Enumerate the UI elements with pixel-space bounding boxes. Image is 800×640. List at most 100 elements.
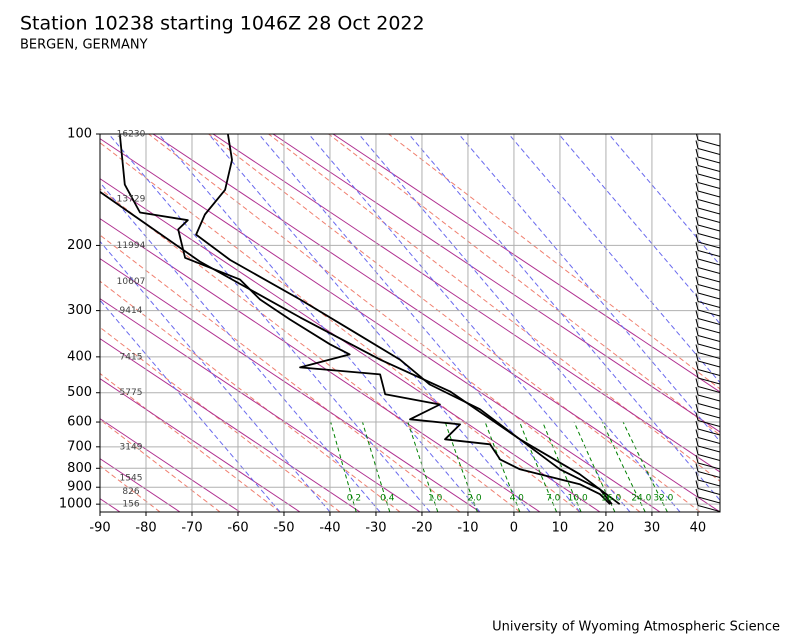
dry-adiabat — [268, 134, 720, 482]
height-label: 9414 — [120, 306, 143, 316]
isotherm-skew — [0, 134, 60, 512]
wind-barb — [697, 352, 720, 359]
mixing-ratio-label: 7.0 — [546, 494, 561, 504]
dry-adiabat — [328, 134, 720, 436]
wind-barb — [697, 207, 720, 215]
moist-adiabat — [258, 134, 581, 512]
dry-adiabat — [100, 142, 581, 512]
y-tick-label: 1000 — [59, 497, 92, 512]
mixing-ratio-label: 1.0 — [428, 494, 443, 504]
wind-barb-feather — [695, 369, 699, 379]
wind-barb-feather — [695, 437, 699, 447]
isotherm-skew — [152, 134, 720, 512]
dry-adiabat — [0, 134, 40, 512]
y-tick-label: 900 — [67, 480, 92, 495]
height-label: 3149 — [120, 442, 143, 452]
wind-barb — [697, 156, 720, 164]
wind-barb-feather — [695, 233, 699, 243]
wind-barb-feather — [695, 403, 699, 413]
wind-barb — [697, 369, 720, 376]
x-tick-label: -50 — [273, 521, 294, 536]
y-tick-label: 300 — [67, 303, 92, 318]
wind-barb-feather — [695, 335, 699, 345]
wind-barb — [697, 479, 720, 487]
wind-barb — [697, 428, 720, 436]
isotherm-skew — [100, 338, 361, 512]
wind-barb — [697, 411, 720, 419]
wind-barb — [697, 275, 720, 283]
wind-barb-feather — [695, 134, 699, 141]
wind-barb-feather — [695, 412, 699, 421]
moist-adiabat — [100, 240, 331, 512]
wind-barb-feather — [695, 310, 699, 319]
dry-adiabat — [148, 134, 641, 512]
mixing-ratio-line — [330, 421, 357, 512]
wind-barb-feather — [695, 488, 699, 498]
y-tick-label: 600 — [67, 415, 92, 430]
mixing-ratio-line — [542, 421, 582, 512]
profile-line — [100, 191, 621, 505]
wind-barb-feather — [695, 267, 699, 277]
moist-adiabat — [408, 134, 720, 502]
profile-line — [195, 134, 613, 505]
isotherm-skew — [100, 298, 421, 512]
wind-barb-feather — [695, 242, 699, 251]
wind-barb — [697, 309, 720, 317]
wind-barb — [697, 471, 720, 478]
wind-barb — [697, 377, 720, 385]
isotherm-skew — [100, 498, 121, 512]
wind-barb — [697, 241, 720, 249]
wind-barb-feather — [695, 174, 699, 183]
wind-barb — [697, 488, 720, 495]
wind-barb — [697, 386, 720, 393]
wind-barb-feather — [695, 344, 699, 353]
height-label: 11994 — [117, 241, 146, 251]
wind-barb-feather — [695, 301, 699, 311]
wind-barb-feather — [695, 182, 699, 192]
wind-barb — [697, 505, 720, 512]
mixing-ratio-label: 32.0 — [653, 494, 673, 504]
caption: University of Wyoming Atmospheric Scienc… — [492, 620, 780, 635]
wind-barb-feather — [695, 148, 699, 158]
y-tick-label: 400 — [67, 349, 92, 364]
x-tick-label: -70 — [181, 521, 202, 536]
moist-adiabat — [558, 134, 720, 325]
wind-barb-feather — [695, 463, 699, 472]
moist-adiabat — [208, 134, 531, 512]
chart-title: Station 10238 starting 1046Z 28 Oct 2022 — [20, 13, 425, 35]
wind-barb-feather — [695, 497, 699, 506]
profiles — [100, 134, 720, 512]
wind-barb-feather — [695, 420, 699, 430]
wind-barb — [697, 318, 720, 325]
mixing-ratio-line — [519, 421, 558, 512]
isotherm-skew — [272, 134, 720, 433]
wind-barb-feather — [695, 276, 699, 285]
height-label: 7415 — [120, 352, 143, 362]
height-label: 13729 — [117, 195, 146, 205]
height-label: 156 — [122, 500, 139, 510]
isotherm-skew — [332, 134, 720, 393]
wind-barb — [697, 394, 720, 402]
wind-barb-feather — [695, 429, 699, 438]
y-tick-label: 500 — [67, 385, 92, 400]
wind-barb — [697, 420, 720, 427]
plot-frame — [99, 133, 721, 513]
wind-barb — [697, 403, 720, 410]
height-label: 5775 — [120, 388, 143, 398]
mixing-ratio-line — [622, 421, 668, 512]
isotherm-skew — [100, 458, 181, 512]
mixing-ratio-line — [601, 421, 646, 512]
dry-adiabat — [208, 134, 701, 512]
mixing-ratio-label: 16.0 — [601, 494, 621, 504]
isotherm-skew — [212, 134, 720, 473]
wind-barb-feather — [695, 199, 699, 209]
dry-adiabat — [100, 188, 521, 512]
dry-adiabat — [100, 234, 461, 512]
isotherm-skew — [100, 258, 481, 512]
chart-subtitle: BERGEN, GERMANY — [20, 38, 148, 53]
x-tick-label: -30 — [365, 521, 386, 536]
wind-barb-feather — [695, 165, 699, 175]
wind-barb — [697, 258, 720, 266]
moist-adiabat — [108, 134, 431, 512]
